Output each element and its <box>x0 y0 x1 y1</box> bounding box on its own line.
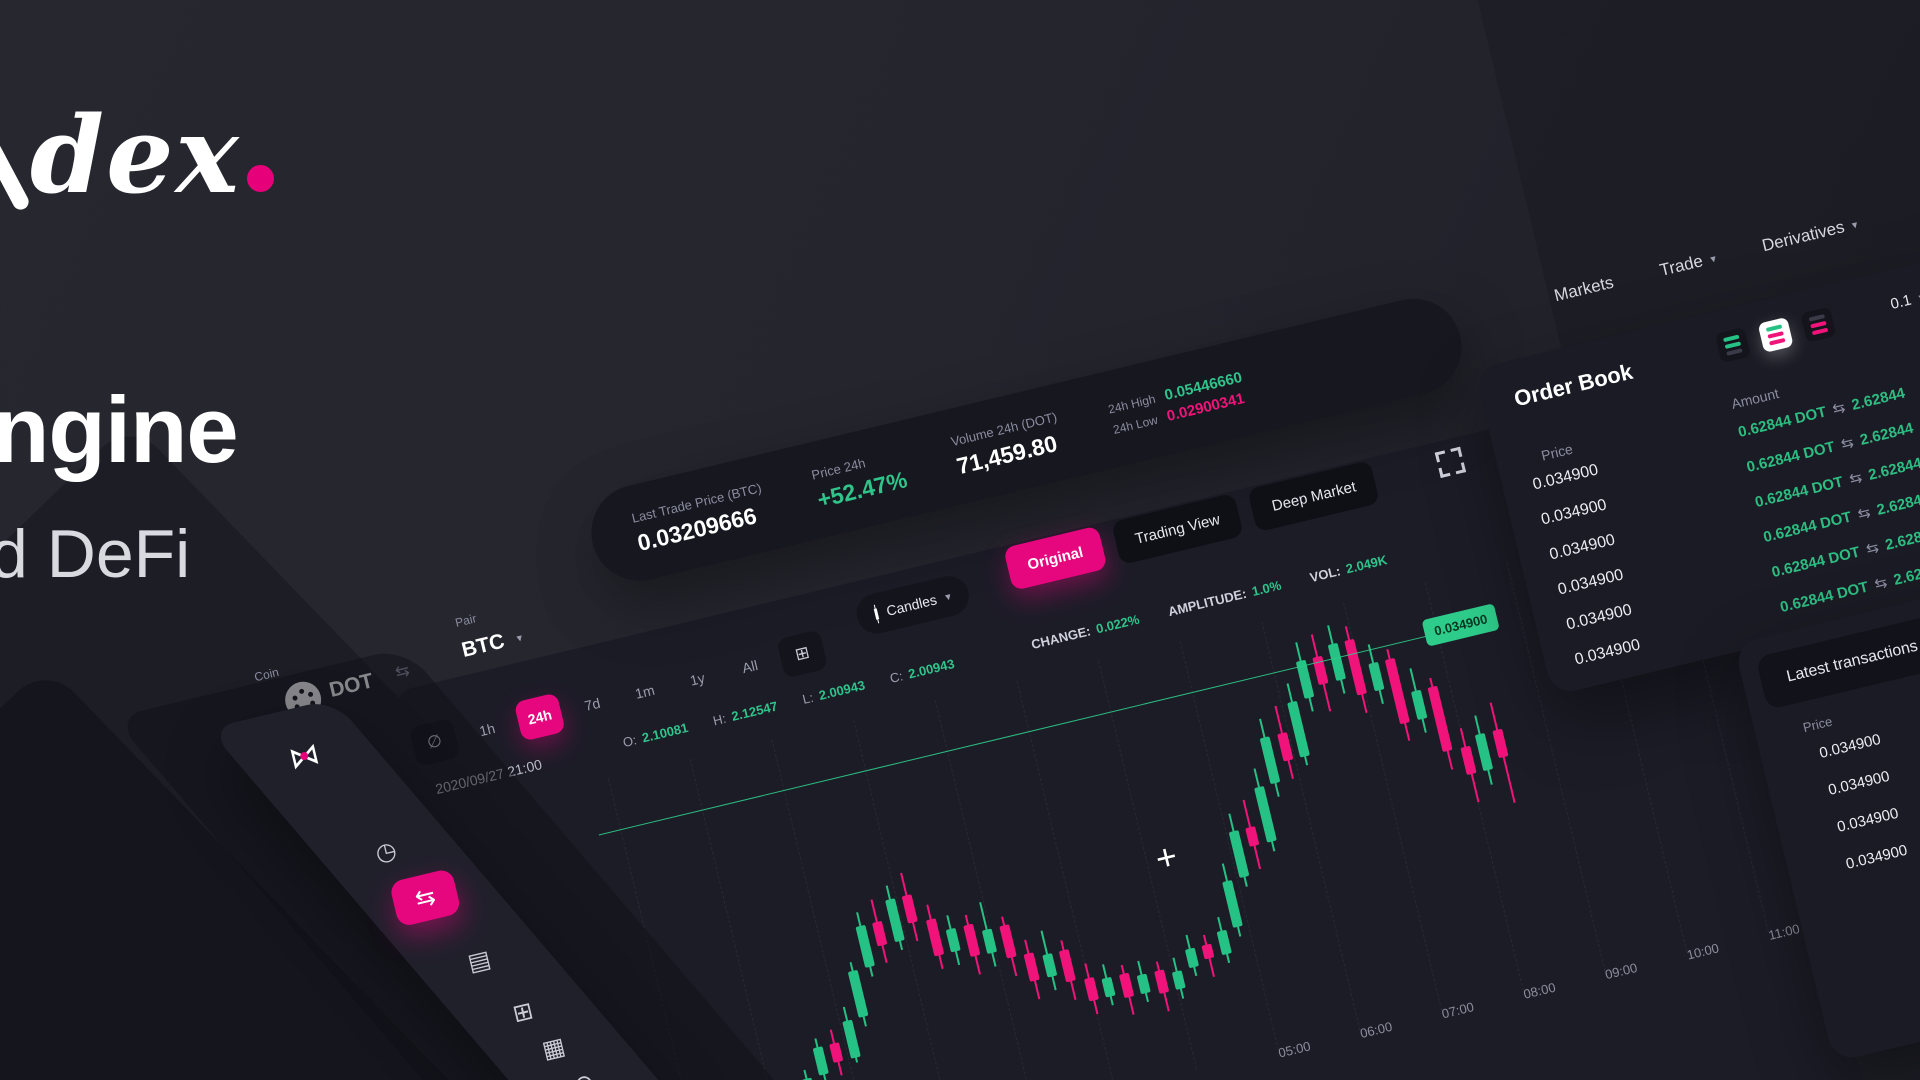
candle-icon <box>873 607 880 620</box>
wallet-icon[interactable]: ▤ <box>465 945 494 977</box>
pair-label: Pair <box>453 611 478 630</box>
nav-item-label: Trade <box>1657 251 1705 280</box>
ohlc-key: L: <box>800 689 815 707</box>
last-trade-price-stat: Last Trade Price (BTC) 0.03209666 <box>630 480 770 557</box>
low-24h-label: 24h Low <box>1111 412 1160 437</box>
polkadex-logo-glyph: ⋈ <box>286 736 323 777</box>
nav-item-trade[interactable]: Trade ▾ <box>1658 248 1718 281</box>
logo-pink-dot <box>299 751 310 761</box>
ohlc-key: H: <box>711 710 728 729</box>
ohlc-key: O: <box>621 732 639 751</box>
pair-value[interactable]: BTC <box>459 629 507 662</box>
polkadex-mark-icon: ⋈ <box>268 726 341 786</box>
pair-caret-icon[interactable]: ▾ <box>515 632 524 646</box>
price-24h-stat: Price 24h +52.47% <box>810 446 910 513</box>
nav-caret-icon: ▾ <box>1850 218 1859 232</box>
high-low-stat: 24h High 0.05446660 24h Low 0.02900341 <box>1106 369 1248 438</box>
history-clock-icon[interactable]: ◷ <box>372 836 400 868</box>
nav-item-label: Derivatives <box>1760 217 1847 256</box>
brand-logo: dex <box>30 92 274 217</box>
nav-caret-icon: ▾ <box>1709 252 1718 266</box>
logo-dot <box>246 165 274 192</box>
nav-item-label: Markets <box>1552 272 1616 306</box>
chart-type-caret-icon: ▾ <box>943 590 953 604</box>
ohlc-key: C: <box>888 668 905 686</box>
logo-partial-stroke <box>0 139 32 213</box>
nav-item-derivatives[interactable]: Derivatives ▾ <box>1760 214 1860 256</box>
nav-item-markets[interactable]: Markets <box>1552 273 1615 307</box>
swap-trade-icon[interactable]: ⇆ <box>388 867 462 928</box>
headline-line1: ngine <box>0 377 239 482</box>
volume-24h-stat: Volume 24h (DOT) 71,459.80 <box>949 409 1065 480</box>
headline-line2: d DeFi <box>0 516 191 592</box>
logo-text: dex <box>30 92 241 217</box>
chart-type-label: Candles <box>884 591 939 619</box>
